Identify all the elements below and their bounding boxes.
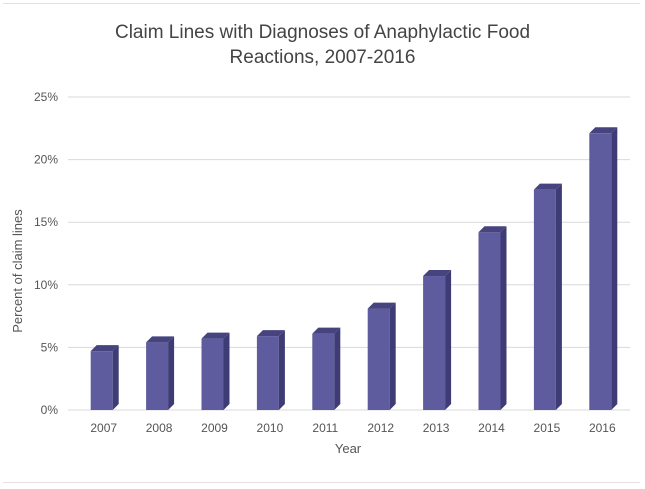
bar-top — [478, 226, 507, 233]
bar-2013 — [423, 270, 452, 410]
bar-front — [312, 333, 335, 410]
bars — [90, 127, 618, 411]
chart-frame — [3, 3, 640, 483]
bar-top — [312, 327, 341, 334]
bar-front — [256, 336, 279, 410]
bar-front — [423, 276, 446, 410]
bar-top — [146, 336, 175, 343]
bar-side — [611, 127, 618, 411]
x-tick-label: 2008 — [146, 421, 173, 435]
bar-2011 — [312, 327, 341, 410]
x-axis-title: Year — [335, 441, 362, 456]
bar-top — [90, 345, 119, 352]
y-tick-label: 15% — [34, 215, 58, 229]
bar-2012 — [367, 302, 396, 410]
bar-2007 — [90, 345, 119, 410]
bar-front — [90, 351, 113, 410]
x-tick-label: 2014 — [478, 421, 505, 435]
bar-front — [478, 232, 501, 410]
bar-2015 — [533, 183, 562, 410]
bar-front — [146, 342, 169, 410]
y-tick-label: 10% — [34, 278, 58, 292]
bar-side — [334, 327, 341, 410]
bar-2009 — [201, 332, 230, 410]
bar-top — [589, 127, 618, 134]
bar-side — [389, 302, 396, 410]
bar-side — [278, 330, 285, 410]
x-tick-label: 2015 — [534, 421, 561, 435]
y-tick-label: 25% — [34, 90, 58, 104]
y-tick-label: 20% — [34, 153, 58, 167]
bar-side — [168, 336, 175, 410]
chart-title-line-2: Reactions, 2007-2016 — [229, 47, 416, 68]
y-tick-label: 0% — [41, 403, 59, 417]
y-axis-title: Percent of claim lines — [10, 209, 25, 333]
bar-2016 — [589, 127, 618, 411]
x-tick-label: 2013 — [423, 421, 450, 435]
bar-side — [445, 270, 452, 410]
bar-front — [367, 308, 390, 410]
bar-top — [533, 183, 562, 190]
bar-2008 — [146, 336, 175, 410]
x-tick-label: 2011 — [312, 421, 338, 435]
bar-side — [555, 183, 562, 410]
bar-2014 — [478, 226, 507, 410]
chart-title: Claim Lines with Diagnoses of Anaphylact… — [0, 20, 645, 70]
y-tick-label: 5% — [41, 340, 59, 354]
bar-side — [500, 226, 507, 410]
x-tick-label: 2009 — [201, 421, 228, 435]
bar-front — [201, 338, 224, 410]
bar-top — [256, 330, 285, 337]
bar-front — [533, 189, 556, 410]
x-tick-label: 2010 — [257, 421, 284, 435]
x-tick-label: 2012 — [367, 421, 394, 435]
x-tick-label: 2007 — [90, 421, 117, 435]
bar-side — [112, 345, 119, 410]
bar-top — [423, 270, 452, 277]
bar-top — [367, 302, 396, 309]
bar-front — [589, 133, 612, 411]
x-tick-label: 2016 — [589, 421, 616, 435]
y-tick-labels: 0% 5% 10% 15% 20% 25% — [34, 90, 58, 417]
bar-2010 — [256, 330, 285, 410]
bar-side — [223, 332, 230, 410]
x-tick-labels: 2007 2008 2009 2010 2011 2012 2013 2014 2015 2016 — [90, 421, 616, 435]
bar-top — [201, 332, 230, 339]
chart-title-line-1: Claim Lines with Diagnoses of Anaphylact… — [114, 22, 531, 43]
